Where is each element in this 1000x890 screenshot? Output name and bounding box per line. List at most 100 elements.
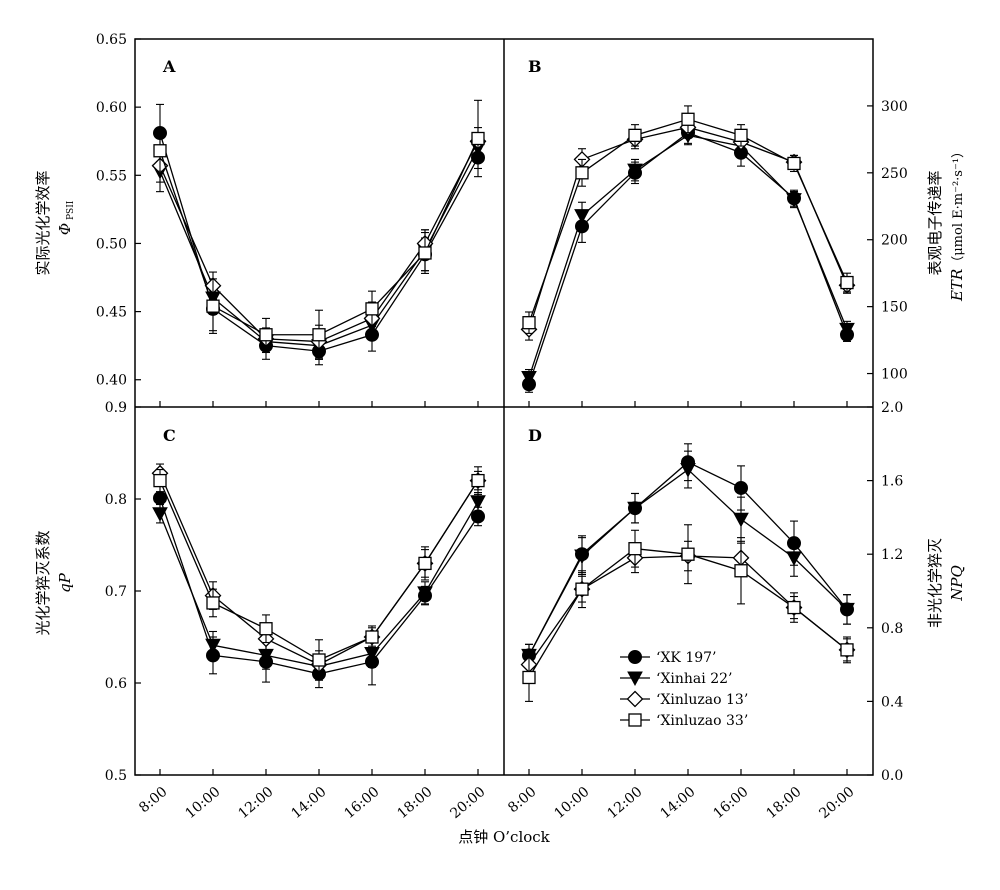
x-tick-label-c-3: 14:00 [288, 784, 329, 822]
point-c-4-6 [471, 473, 485, 488]
point-b-2-2 [627, 163, 643, 179]
point-b-4-6 [840, 275, 854, 290]
point-c-4-3 [312, 653, 326, 667]
y-axis-title-a-line2: Φ [56, 223, 74, 235]
point-a-4-0 [153, 144, 167, 158]
y-tick-label-b-3: 250 [881, 166, 908, 182]
point-d-2-6 [839, 602, 855, 618]
point-b-4-3 [681, 112, 695, 126]
point-c-4-1 [206, 596, 220, 610]
y-tick-label-a-1: 0.45 [96, 305, 127, 321]
legend-label-3: ‘Xinluzao 13’ [656, 692, 748, 708]
y-tick-label-c-3: 0.8 [105, 492, 127, 508]
y-tick-label-b-0: 100 [881, 367, 908, 383]
legend-label-1: ‘XK 197’ [656, 650, 717, 666]
y-tick-label-d-4: 1.6 [881, 474, 903, 490]
point-c-1-0 [153, 491, 167, 506]
legend: ‘XK 197’ ‘Xinhai 22’ ‘Xinluzao 13’ ‘Xinluza… [620, 650, 748, 729]
legend-label-4: ‘Xinluzao 33’ [656, 713, 748, 729]
point-c-4-2 [259, 622, 273, 636]
x-tick-label-d-5: 18:00 [763, 784, 804, 822]
y-axis-title-b-unit: （μmol E·m⁻²·s⁻¹） [951, 145, 966, 269]
point-b-4-4 [734, 128, 748, 142]
y-tick-label-b-1: 150 [881, 300, 908, 316]
y-tick-label-b-2: 200 [881, 233, 908, 249]
legend-marker-3 [626, 690, 644, 708]
point-c-4-0 [153, 473, 167, 488]
point-a-4-2 [259, 328, 273, 342]
point-d-2-4 [733, 512, 749, 528]
y-axis-title-d-line2: NPQ [948, 565, 966, 602]
series-c-4 [153, 466, 485, 681]
legend-marker-4 [628, 713, 642, 727]
y-tick-label-d-2: 0.8 [881, 621, 903, 637]
y-axis-title-b: 表观电子传递率 ETR（μmol E·m⁻²·s⁻¹） [926, 145, 966, 302]
legend-marker-2 [627, 671, 643, 687]
y-tick-label-b-4: 300 [881, 99, 908, 115]
series-b-1 [522, 121, 854, 393]
y-tick-label-c-4: 0.9 [105, 400, 127, 416]
y-axis-title-c-line1: 光化学猝灭系数 [34, 530, 52, 635]
point-c-2-6 [470, 495, 486, 510]
panel-label-b: B [528, 57, 542, 76]
y-tick-label-d-1: 0.4 [881, 694, 903, 710]
y-axis-title-a-line1: 实际光化学效率 [34, 170, 52, 275]
x-tick-label-c-4: 16:00 [341, 784, 382, 822]
x-tick-label-d-6: 20:00 [816, 784, 857, 822]
point-d-4-0 [522, 670, 536, 685]
point-a-4-3 [312, 328, 326, 342]
y-tick-label-d-5: 2.0 [881, 400, 903, 416]
series-layer [151, 99, 856, 702]
x-tick-label-d-0: 8:00 [505, 784, 539, 816]
point-c-4-4 [365, 630, 379, 644]
point-d-1-4 [734, 480, 748, 495]
x-tick-label-c-6: 20:00 [447, 784, 488, 822]
panel-label-c: C [163, 426, 176, 445]
point-c-2-5 [417, 586, 433, 601]
x-tick-label-d-4: 16:00 [710, 784, 751, 822]
y-axis-title-d: 非光化学猝灭 NPQ [926, 538, 966, 628]
point-a-4-5 [418, 246, 432, 260]
point-b-4-1 [575, 166, 589, 180]
series-line-b-4 [528, 118, 848, 323]
point-b-4-5 [787, 156, 801, 171]
panel-label-d: D [528, 426, 542, 445]
point-d-4-2 [628, 542, 642, 556]
point-b-2-1 [574, 209, 590, 224]
series-d-4 [522, 524, 854, 702]
point-d-4-6 [840, 643, 854, 657]
point-c-4-5 [418, 556, 432, 571]
y-tick-label-a-0: 0.40 [96, 373, 127, 389]
y-tick-label-a-4: 0.60 [96, 100, 127, 116]
y-tick-label-c-2: 0.7 [105, 584, 127, 600]
series-a-4 [153, 99, 485, 360]
point-d-4-5 [787, 600, 801, 615]
point-a-4-1 [206, 299, 220, 313]
point-a-4-4 [365, 302, 379, 316]
y-tick-label-d-0: 0.0 [881, 768, 903, 784]
x-tick-label-c-1: 10:00 [182, 784, 223, 822]
point-b-2-6 [839, 322, 855, 338]
y-axis-title-a: 实际光化学效率 Φ PSII [34, 170, 76, 275]
y-axis-title-d-line1: 非光化学猝灭 [926, 538, 944, 628]
x-tick-label-c-0: 8:00 [136, 784, 170, 816]
ticks-layer: 0.40 0.45 0.50 0.55 0.60 0.65 100 150 200 250 300 0… [96, 32, 908, 822]
y-axis-title-b-line2: ETR（μmol E·m⁻²·s⁻¹） [948, 145, 966, 302]
legend-label-2: ‘Xinhai 22’ [656, 671, 732, 687]
point-d-2-3 [680, 463, 696, 478]
point-c-1-6 [471, 509, 485, 524]
point-d-4-3 [681, 547, 695, 561]
y-axis-title-c: 光化学猝灭系数 qP [34, 530, 74, 635]
x-tick-label-d-1: 10:00 [551, 784, 592, 822]
y-tick-label-a-2: 0.50 [96, 236, 127, 252]
point-b-4-0 [522, 316, 536, 330]
point-d-4-4 [734, 564, 748, 578]
y-tick-label-c-1: 0.6 [105, 676, 127, 692]
legend-marker-1 [628, 650, 642, 664]
panel-label-a: A [162, 57, 176, 76]
x-tick-label-d-3: 14:00 [657, 784, 698, 822]
series-b-3 [520, 116, 856, 341]
point-b-2-0 [521, 371, 537, 386]
y-axis-title-b-line1: 表观电子传递率 [926, 170, 944, 275]
x-tick-label-c-2: 12:00 [235, 784, 276, 822]
